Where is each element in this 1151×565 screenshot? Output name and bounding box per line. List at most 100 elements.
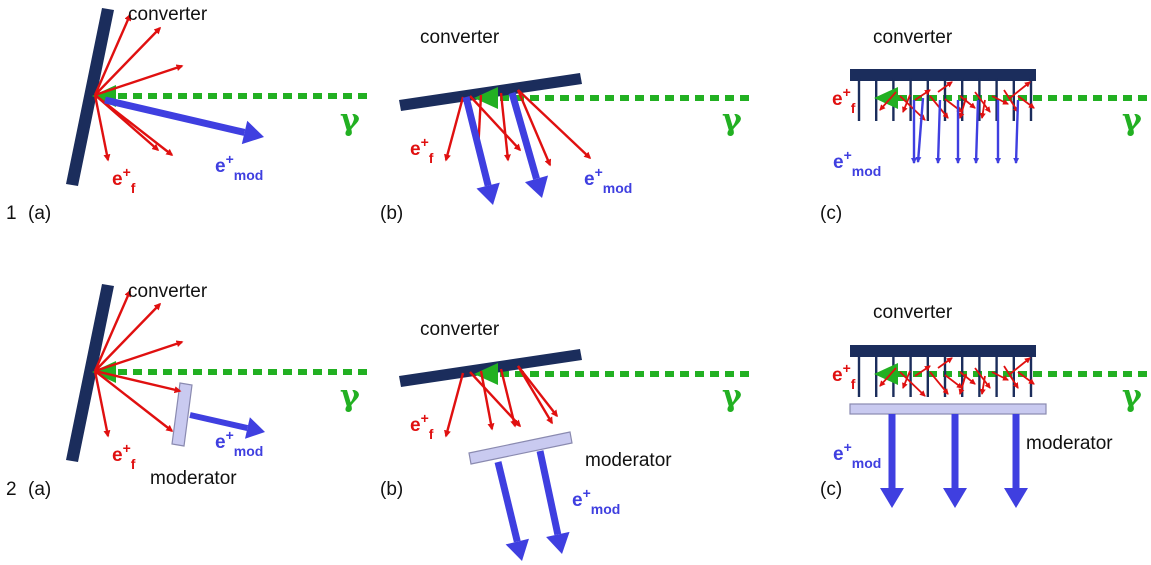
panel-2-c-fast-positron-4 bbox=[944, 374, 963, 389]
panel-1-a-fast-positron-1 bbox=[94, 64, 184, 97]
panel-2-c-emod-label: e+mod bbox=[833, 439, 881, 471]
panel-2-a-moderator bbox=[171, 382, 193, 447]
panel-2-c-fast-positron-1 bbox=[899, 371, 926, 397]
gamma-beams bbox=[118, 93, 1151, 377]
panel-2-b-letter: (b) bbox=[380, 479, 403, 500]
panel-1-b-fast-positron-x bbox=[469, 95, 522, 152]
panel-1-b-ef-label: e+f bbox=[410, 134, 434, 166]
panel-2-a-moderated-positron bbox=[189, 412, 249, 431]
panel-2-b-ef-label: e+f bbox=[410, 410, 434, 442]
panel-2-c-fast-positron-13 bbox=[979, 375, 986, 395]
panel-2-c-ef-label: e+f bbox=[832, 360, 856, 392]
panel-2-a-converter bbox=[66, 284, 114, 462]
panel-2-b-gamma-label: γ bbox=[722, 379, 742, 414]
panel-2-c-fast-positron-11 bbox=[937, 357, 953, 369]
panel-2-b-fast-positron-0 bbox=[444, 372, 465, 438]
panel-2-b-gamma-head bbox=[474, 363, 498, 385]
panel-2-a-fast-positron-m bbox=[94, 369, 182, 394]
panel-1-c-fast-positron-0 bbox=[879, 91, 897, 111]
panel-2-c-moderator bbox=[849, 403, 1047, 415]
panel-1-c-fast-positron-5 bbox=[959, 95, 976, 109]
panel-2-c-fast-positron-5 bbox=[959, 371, 976, 385]
panel-2-c-gamma-head bbox=[874, 363, 898, 385]
panel-1-c-fast-positron-13 bbox=[979, 99, 986, 119]
panel-1-c-moderated-positron-5 bbox=[1013, 99, 1020, 164]
panel-1-a-letter: (a) bbox=[28, 203, 51, 224]
panel-1-c-moderated-positron-x bbox=[915, 97, 925, 163]
panel-2-a-gamma-label: γ bbox=[340, 379, 360, 414]
panel-1-c-ef-label: e+f bbox=[832, 84, 856, 116]
panel-2-c-moderated-positron-2-head bbox=[1004, 488, 1028, 508]
panel-2-c-fast-positron-6 bbox=[974, 367, 991, 389]
panel-1-a-moderated-positron-head bbox=[241, 120, 264, 145]
panel-1-b-fast-positron-4 bbox=[517, 89, 592, 160]
panel-2-a-fast-positron-top bbox=[93, 289, 132, 372]
panel-1-c-converter-label: converter bbox=[873, 27, 953, 48]
panel-2-b-converter-label: converter bbox=[420, 319, 500, 340]
panel-2-b-moderated-positron-2-head bbox=[546, 531, 570, 554]
panel-2-a-fast-positron-3 bbox=[94, 370, 174, 432]
panel-1-b-gamma-head bbox=[474, 87, 498, 109]
panel-2-c-fast-positron-0 bbox=[879, 367, 897, 387]
panel-1-c-converter bbox=[850, 69, 1036, 81]
panel-1-b-gamma-label: γ bbox=[722, 103, 742, 138]
panel-2-b-moderated-positron-1 bbox=[494, 461, 521, 543]
panel-1-c-fast-positron-7 bbox=[991, 95, 1009, 105]
panel-2-c-fast-positron-3 bbox=[929, 371, 949, 395]
panel-1-a-emod-label: e+mod bbox=[215, 151, 263, 183]
panel-2-c-fast-positron-8 bbox=[1003, 365, 1019, 389]
diagram-labels: converter e+f e+mod γ (a) converter e+f e+mod γ (… bbox=[6, 4, 1142, 517]
panel-2-c-gamma-label: γ bbox=[1122, 379, 1142, 414]
panel-1-c-moderated-positron-1 bbox=[935, 99, 942, 164]
panel-1-a-fast-positron-0 bbox=[94, 26, 162, 96]
panel-1-c-gamma-head bbox=[874, 87, 898, 109]
panel-1-b-fast-positron-2 bbox=[499, 92, 511, 162]
panel-1-c-letter: (c) bbox=[820, 203, 842, 224]
row-2-index: 2 bbox=[6, 479, 17, 500]
panel-1-b-moderated-positron-1-head bbox=[476, 182, 500, 205]
panel-1-b-moderated-positron-1 bbox=[462, 96, 492, 187]
panel-1-a-fast-positron-4 bbox=[94, 94, 174, 156]
panel-2-c-fast-positron-14 bbox=[1009, 357, 1031, 375]
panel-2-b-emod-label: e+mod bbox=[572, 485, 620, 517]
panel-1-c-moderated-positron-3 bbox=[973, 99, 980, 164]
panel-2-b-moderated-positron-2 bbox=[536, 450, 562, 536]
panel-2-b-fast-positron-3 bbox=[516, 365, 554, 425]
panel-1-c-fast-positron-10 bbox=[902, 94, 911, 113]
panel-1-b-fast-positron-3 bbox=[516, 89, 552, 167]
panel-2-a-emod-label: e+mod bbox=[215, 427, 263, 459]
panel-1-b-converter-label: converter bbox=[420, 27, 500, 48]
converters-and-arrows bbox=[66, 8, 1047, 561]
panel-1-b-emod-label: e+mod bbox=[584, 164, 632, 196]
panel-1-b-moderated-positron-2-head bbox=[524, 175, 549, 198]
panel-1-a-fast-positron-top bbox=[93, 13, 132, 96]
panel-2-c-fast-positron-12 bbox=[958, 373, 967, 395]
panel-2-b-fast-positron-1 bbox=[479, 370, 495, 431]
panel-1-a-converter-label: converter bbox=[128, 4, 208, 25]
panel-2-c-converter bbox=[850, 345, 1036, 357]
panel-2-b-moderated-positron-1-head bbox=[505, 538, 529, 561]
panel-1-c-fast-positron-12 bbox=[958, 97, 967, 119]
panel-1-c-fast-positron-11 bbox=[937, 81, 953, 93]
panel-1-a-moderated-positron bbox=[104, 96, 246, 136]
panel-1-c-fast-positron-2 bbox=[914, 89, 931, 101]
panel-1-c-fast-positron-8 bbox=[1003, 89, 1019, 113]
panel-2-a-moderated-positron-head bbox=[245, 417, 265, 439]
panel-2-c-moderated-positron-1-head bbox=[943, 488, 967, 508]
panel-2-c-letter: (c) bbox=[820, 479, 842, 500]
panel-2-a-letter: (a) bbox=[28, 479, 51, 500]
panel-1-a-ef-label: e+f bbox=[112, 164, 136, 196]
panel-2-a-converter-label: converter bbox=[128, 281, 208, 302]
panel-1-b-letter: (b) bbox=[380, 203, 403, 224]
panel-1-c-fast-positron-14 bbox=[1009, 81, 1031, 99]
panel-2-b-moderator-label: moderator bbox=[585, 450, 672, 471]
panel-1-c-fast-positron-9 bbox=[1017, 95, 1035, 109]
panel-2-c-moderated-positron-0-head bbox=[880, 488, 904, 508]
panel-1-a-gamma-label: γ bbox=[340, 103, 360, 138]
panel-1-b-fast-positron-0 bbox=[444, 96, 465, 162]
panel-2-a-fast-positron-0 bbox=[94, 302, 162, 372]
panel-2-c-fast-positron-2 bbox=[914, 365, 931, 377]
panel-2-a-fast-positron-1 bbox=[94, 340, 184, 373]
panel-2-b-fast-positron-4 bbox=[517, 365, 558, 418]
